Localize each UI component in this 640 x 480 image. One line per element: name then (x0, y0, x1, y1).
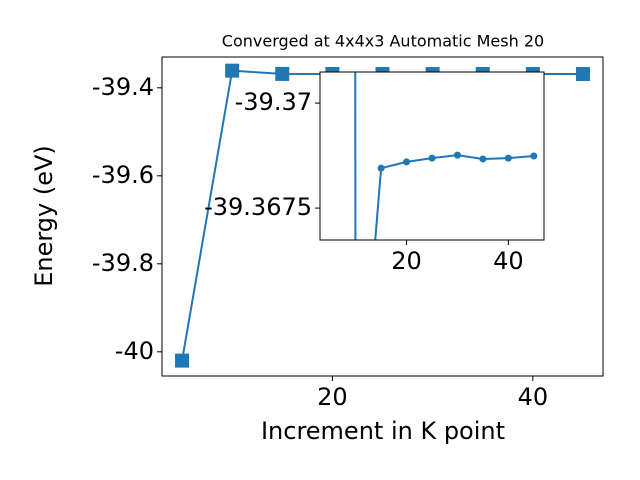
marker (504, 154, 512, 162)
marker (428, 154, 436, 162)
chart-title: Converged at 4x4x3 Automatic Mesh 20 (222, 32, 544, 51)
marker (377, 164, 385, 172)
x-axis-label: Increment in K point (261, 417, 505, 445)
marker (175, 353, 190, 368)
y-tick-label: -39.4 (92, 73, 154, 101)
marker (575, 67, 590, 82)
axes-frame (319, 71, 545, 241)
plot-area (354, 72, 538, 240)
y-tick-label: -39.3675 (204, 193, 312, 221)
marker (530, 152, 538, 160)
y-tick-label: -40 (115, 337, 154, 365)
x-tick-label: 40 (518, 383, 549, 411)
marker (453, 151, 461, 159)
y-axis-label: Energy (eV) (30, 145, 58, 287)
y-tick-label: -39.6 (92, 161, 154, 189)
axes-frame (161, 56, 604, 377)
marker (225, 63, 240, 78)
y-tick-label: -39.37 (235, 88, 312, 116)
x-tick-label: 40 (493, 247, 524, 275)
marker (275, 66, 290, 81)
marker (403, 158, 411, 166)
x-tick-label: 20 (317, 383, 348, 411)
marker (479, 155, 487, 163)
y-tick-label: -39.8 (92, 249, 154, 277)
x-tick-label: 20 (391, 247, 422, 275)
